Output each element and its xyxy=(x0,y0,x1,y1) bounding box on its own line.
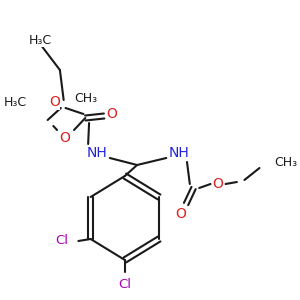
Text: Cl: Cl xyxy=(55,235,68,248)
Text: O: O xyxy=(106,107,117,121)
Text: NH: NH xyxy=(86,146,107,160)
Text: H₃C: H₃C xyxy=(4,95,27,109)
Text: NH: NH xyxy=(169,146,190,160)
Text: H₃C: H₃C xyxy=(29,34,52,46)
Text: O: O xyxy=(213,177,224,191)
Text: CH₃: CH₃ xyxy=(274,155,298,169)
Text: O: O xyxy=(49,95,60,109)
Text: CH₃: CH₃ xyxy=(74,92,97,104)
Text: O: O xyxy=(175,207,186,221)
Text: Cl: Cl xyxy=(118,278,131,290)
Text: O: O xyxy=(59,131,70,145)
